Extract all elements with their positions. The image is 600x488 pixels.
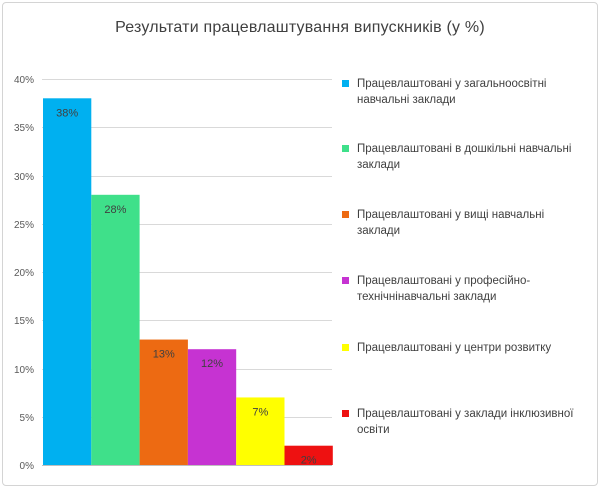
bars (43, 98, 333, 466)
legend-label: Працевлаштовані у професійно-технічнінав… (357, 275, 531, 303)
bar (187, 349, 237, 465)
legend-swatch (342, 211, 349, 218)
data-label: 13% (153, 349, 175, 361)
data-label: 38% (56, 107, 78, 119)
y-tick-label: 5% (20, 413, 35, 424)
legend-swatch (342, 80, 349, 87)
bar (91, 194, 140, 466)
data-labels: 38% 28% 13% 12% 7% 2% (56, 107, 317, 466)
bar (43, 98, 92, 466)
y-tick-label: 10% (14, 365, 34, 376)
legend-swatch (342, 344, 349, 351)
y-tick-label: 0% (20, 461, 35, 472)
chart-title: Результати працевлаштування випускників … (115, 19, 485, 36)
y-axis: 0% 5% 10% 15% 20% 25% 30% 35% 40% (14, 75, 34, 472)
data-label: 28% (104, 204, 126, 216)
legend-swatch (342, 277, 349, 284)
legend-label: Працевлаштовані у загальноосвітні навчал… (357, 78, 547, 106)
legend-label: Працевлаштовані в дошкільні навчальні за… (357, 143, 572, 171)
bar (139, 339, 188, 465)
legend-swatch (342, 145, 349, 152)
bar (236, 397, 285, 465)
data-label: 2% (301, 455, 317, 467)
data-label: 7% (252, 406, 268, 418)
y-tick-label: 40% (14, 75, 34, 86)
legend-swatch (342, 410, 349, 417)
legend-label: Працевлаштовані у центри розвитку (357, 342, 552, 354)
y-tick-label: 25% (14, 220, 34, 231)
y-tick-label: 35% (14, 123, 34, 134)
legend-label: Працевлаштовані у вищі навчальні заклади (357, 209, 545, 237)
data-label: 12% (201, 358, 223, 370)
y-tick-label: 15% (14, 316, 34, 327)
legend-label: Працевлаштовані у заклади інклюзивної ос… (357, 408, 574, 436)
bar (284, 445, 333, 465)
y-tick-label: 20% (14, 268, 34, 279)
y-tick-label: 30% (14, 172, 34, 183)
